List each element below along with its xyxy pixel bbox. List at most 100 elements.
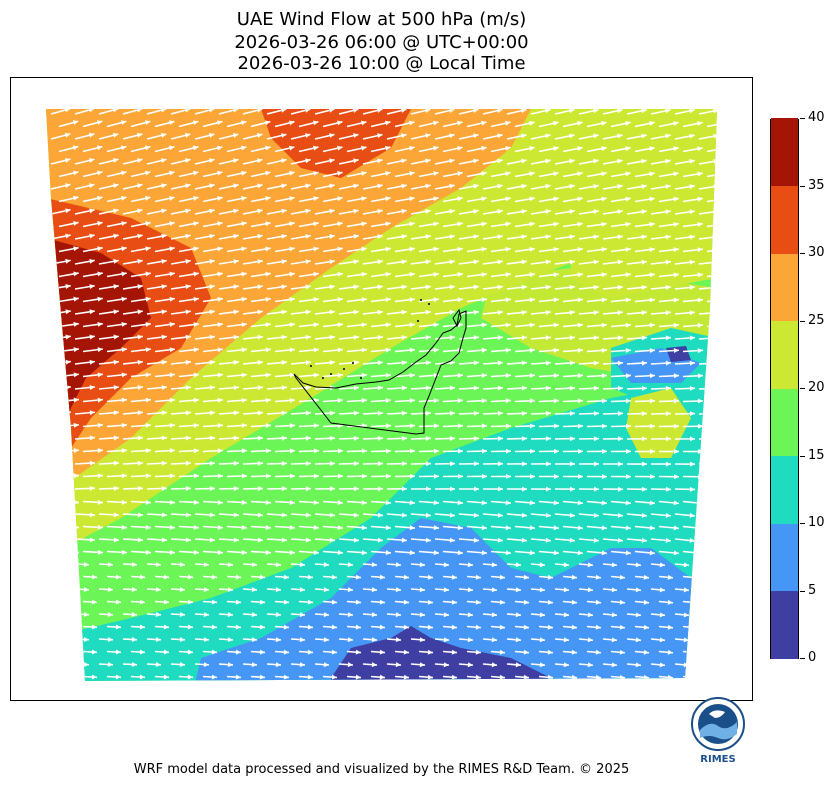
wind-vector-head [443,587,449,593]
wind-vector-head [169,372,175,378]
wind-vector [579,689,593,690]
wind-vector [243,689,257,690]
wind-vector-head [587,637,593,643]
wind-vector-head [289,473,295,479]
wind-vector-head [601,247,607,253]
wind-vector-head [577,550,583,556]
wind-vector-head [521,385,527,391]
wind-vector-head [673,348,679,354]
wind-vector-head [722,474,727,479]
colorbar-segment [771,455,798,524]
wind-vector-head [691,599,697,605]
wind-vector-head [313,246,319,252]
wind-vector [698,613,714,617]
wind-vector-head [601,423,607,429]
wind-vector-head [347,662,353,668]
wind-vector-head [673,550,679,556]
wind-vector-head [721,146,726,151]
wind-vector-head [457,473,463,479]
wind-vector-head [449,309,455,315]
wind-vector [123,689,137,690]
wind-vector-head [505,550,511,556]
wind-vector-head [88,157,95,163]
wind-vector-head [577,423,583,429]
wind-vector-head [659,662,665,668]
wind-vector-head [665,360,671,366]
wind-vector-head [529,500,535,506]
wind-vector-head [515,662,521,668]
wind-vector-head [601,297,607,303]
wind-vector-head [216,120,223,126]
wind-vector-head [649,373,655,379]
wind-vector-head [67,649,73,655]
colorbar-tick-label: 40 [808,110,825,125]
wind-vector-head [521,259,527,265]
wind-vector-head [305,410,311,416]
wind-vector-head [305,309,311,315]
wind-vector-head [281,208,287,214]
wind-vector-head [593,461,599,467]
wind-vector [50,588,66,591]
wind-vector-head [59,561,65,567]
wind-vector-head [545,486,551,492]
wind-vector-head [481,297,487,303]
wind-vector-head [401,335,407,340]
wind-vector-head [473,309,479,315]
wind-vector-head [257,158,263,164]
wind-vector-head [467,637,473,643]
wind-vector-head [227,612,233,618]
wind-vector-head [529,347,535,353]
wind-vector-head [385,271,391,277]
wind-vector-head [89,309,95,315]
wind-vector-head [313,473,319,479]
wind-vector-head [307,574,313,580]
wind-vector-head [529,221,535,227]
wind-vector-head [97,170,103,176]
wind-vector-head [601,474,607,480]
wind-vector-head [553,398,559,404]
wind-vector-head [377,512,383,518]
wind-vector-head [521,537,527,543]
wind-vector-head [352,109,359,113]
wind-vector-head [161,208,167,214]
wind-vector-head [323,637,329,643]
wind-vector-head [91,674,97,680]
wind-vector-head [121,195,127,201]
wind-vector-head [451,599,457,605]
wind-vector-head [619,574,625,580]
wind-vector-head [283,624,289,630]
colorbar-tick [800,658,805,659]
wind-vector-head [689,512,695,518]
wind-vector-head [337,473,343,479]
wind-vector-head [329,133,335,139]
wind-vector-head [251,637,257,643]
wind-vector-head [305,460,311,466]
wind-vector-head [137,359,143,365]
wind-vector-head [497,234,503,240]
wind-vector-head [545,183,551,189]
wind-vector-head [395,562,401,568]
wind-vector-head [649,221,655,227]
wind-vector-head [323,662,329,668]
wind-vector-head [722,424,727,429]
wind-vector-head [722,500,727,505]
wind-vector-head [259,599,265,605]
wind-vector-head [433,196,439,202]
wind-vector-head [665,184,671,190]
wind-vector-head [385,423,391,429]
wind-vector-head [649,500,655,506]
wind-vector-head [137,460,143,466]
wind-vector-head [161,485,167,491]
wind-vector-head [625,272,631,278]
wind-vector-head [161,512,167,518]
wind-vector-head [233,537,239,543]
wind-vector-head [473,410,479,416]
wind-vector-head [401,234,407,240]
wind-vector-head [145,322,151,327]
wind-vector-head [163,599,169,605]
wind-vector-head [457,448,463,454]
wind-vector-head [209,460,215,466]
wind-vector-head [209,284,215,290]
wind-vector-head [619,649,625,655]
wind-vector-head [419,662,425,668]
